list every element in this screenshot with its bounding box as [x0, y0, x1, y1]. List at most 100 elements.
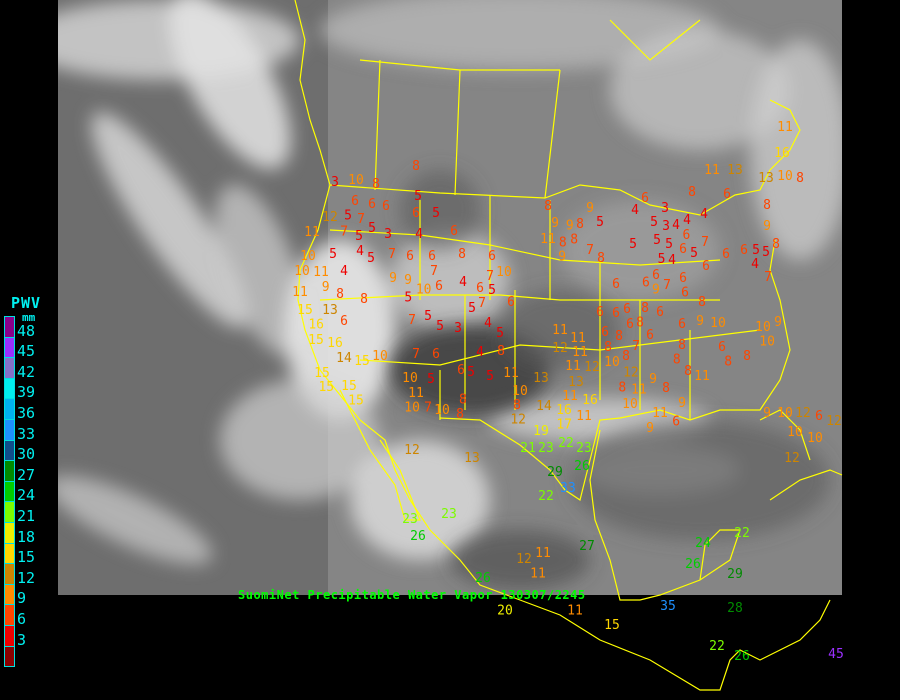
station-pwv-value: 5 [488, 283, 496, 298]
station-pwv-value: 12 [552, 341, 568, 356]
station-pwv-value: 11 [576, 409, 592, 424]
station-pwv-value: 26 [734, 649, 750, 664]
station-pwv-value: 15 [341, 379, 357, 394]
station-pwv-value: 6 [626, 317, 634, 332]
station-pwv-value: 11 [408, 386, 424, 401]
station-pwv-value: 10 [300, 249, 316, 264]
station-pwv-value: 9 [763, 406, 771, 421]
legend-label: 36 [17, 404, 36, 422]
station-pwv-value: 6 [722, 247, 730, 262]
station-pwv-value: 5 [658, 252, 666, 267]
station-pwv-value: 13 [568, 375, 584, 390]
station-pwv-value: 11 [535, 546, 551, 561]
station-pwv-value: 26 [410, 529, 426, 544]
station-pwv-value: 4 [415, 227, 423, 242]
station-pwv-value: 7 [764, 270, 772, 285]
station-pwv-value: 22 [709, 639, 725, 654]
station-pwv-value: 6 [702, 259, 710, 274]
station-pwv-value: 6 [642, 276, 650, 291]
station-pwv-value: 7 [486, 269, 494, 284]
station-pwv-value: 6 [612, 277, 620, 292]
station-pwv-value: 6 [382, 199, 390, 214]
station-pwv-value: 28 [727, 601, 743, 616]
station-pwv-value: 6 [681, 286, 689, 301]
station-pwv-value: 6 [368, 197, 376, 212]
station-pwv-value: 22 [734, 526, 750, 541]
station-pwv-value: 6 [601, 325, 609, 340]
station-pwv-value: 10 [604, 355, 620, 370]
station-pwv-value: 10 [512, 384, 528, 399]
station-pwv-value: 5 [427, 372, 435, 387]
station-pwv-value: 23 [402, 512, 418, 527]
station-pwv-value: 6 [678, 317, 686, 332]
station-pwv-value: 12 [516, 552, 532, 567]
station-pwv-value: 5 [432, 206, 440, 221]
station-pwv-value: 5 [629, 237, 637, 252]
station-pwv-value: 9 [566, 218, 574, 233]
station-pwv-value: 15 [318, 380, 334, 395]
station-pwv-value: 29 [727, 567, 743, 582]
station-pwv-value: 5 [752, 243, 760, 258]
station-pwv-value: 8 [678, 338, 686, 353]
station-pwv-value: 8 [360, 292, 368, 307]
legend-label: 24 [17, 486, 36, 505]
legend-swatch [4, 419, 15, 441]
station-pwv-value: 8 [497, 344, 505, 359]
station-pwv-value: 7 [424, 401, 432, 416]
station-pwv-value: 9 [774, 315, 782, 330]
station-pwv-value: 10 [294, 264, 310, 279]
station-pwv-value: 6 [412, 206, 420, 221]
station-pwv-value: 10 [777, 406, 793, 421]
station-pwv-value: 6 [679, 271, 687, 286]
station-pwv-value: 26 [475, 571, 491, 586]
station-pwv-value: 3 [661, 201, 669, 216]
legend-label: 6 [17, 610, 27, 628]
station-pwv-value: 4 [459, 275, 467, 290]
station-pwv-value: 7 [357, 212, 365, 227]
station-pwv-value: 21 [520, 441, 536, 456]
legend-label: 30 [17, 445, 36, 464]
station-pwv-value: 5 [436, 319, 444, 334]
legend-swatch [4, 583, 15, 606]
station-pwv-value: 6 [682, 228, 690, 243]
legend-title: PWV [11, 294, 42, 312]
station-pwv-value: 8 [604, 340, 612, 355]
station-pwv-value: 3 [662, 219, 670, 234]
station-pwv-value: 11 [565, 359, 581, 374]
station-pwv-value: 8 [336, 287, 344, 302]
station-pwv-value: 4 [484, 316, 492, 331]
station-pwv-value: 6 [672, 414, 680, 429]
station-pwv-value: 10 [372, 349, 388, 364]
station-pwv-value: 8 [372, 177, 380, 192]
station-pwv-value: 29 [547, 465, 563, 480]
station-pwv-value: 10 [622, 397, 638, 412]
station-pwv-value: 5 [762, 245, 770, 260]
station-pwv-value: 19 [533, 424, 549, 439]
station-pwv-value: 4 [700, 207, 708, 222]
station-pwv-value: 8 [615, 329, 623, 344]
station-pwv-value: 8 [622, 349, 630, 364]
station-pwv-value: 10 [777, 169, 793, 184]
legend-swatch [4, 316, 15, 338]
station-pwv-value: 4 [356, 244, 364, 259]
legend-label: 33 [17, 424, 36, 443]
station-pwv-value: 11 [313, 265, 329, 280]
station-pwv-value: 3 [384, 227, 392, 242]
station-pwv-value: 33 [560, 481, 576, 496]
station-pwv-value: 5 [329, 247, 337, 262]
station-pwv-value: 5 [653, 233, 661, 248]
legend-label: 3 [17, 630, 27, 649]
station-pwv-value: 8 [641, 301, 649, 316]
station-pwv-value: 7 [412, 347, 420, 362]
station-pwv-value: 8 [544, 199, 552, 214]
station-pwv-value: 6 [679, 242, 687, 257]
station-pwv-value: 10 [759, 335, 775, 350]
station-pwv-value: 15 [604, 618, 620, 633]
station-pwv-value: 9 [646, 421, 654, 436]
station-pwv-value: 8 [458, 247, 466, 262]
station-pwv-value: 5 [650, 215, 658, 230]
station-pwv-value: 5 [665, 237, 673, 252]
station-pwv-value: 7 [701, 235, 709, 250]
station-pwv-value: 3 [454, 321, 462, 336]
station-pwv-value: 5 [424, 309, 432, 324]
